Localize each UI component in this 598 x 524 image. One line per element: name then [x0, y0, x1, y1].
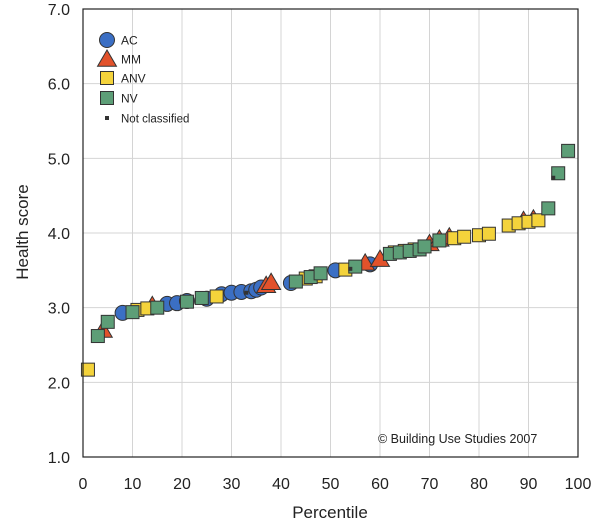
point-mm	[260, 272, 282, 290]
gridlines	[82, 8, 579, 458]
legend-item-anv: ANV	[100, 71, 146, 86]
y-tick-label: 7.0	[48, 2, 70, 19]
point-nv	[179, 294, 194, 309]
x-axis-title: Percentile	[292, 503, 368, 522]
y-tick-label: 2.0	[48, 375, 70, 392]
x-tick-label: 80	[470, 476, 488, 493]
legend-marker-mm	[96, 49, 118, 67]
series-nv	[90, 143, 576, 344]
point-nv	[150, 300, 165, 315]
legend-label-nv: NV	[121, 92, 138, 106]
point-anv	[481, 226, 496, 241]
point-nv	[194, 290, 209, 305]
legend-marker-not-classified	[105, 116, 109, 120]
point-anv	[80, 362, 95, 377]
x-tick-label: 60	[371, 476, 389, 493]
x-tick-labels: 0 10 20 30 40 50 60 70 80 90 100	[79, 476, 592, 493]
series-not-classified	[244, 175, 556, 295]
point-nv	[348, 259, 363, 274]
legend-marker-ac	[99, 32, 115, 48]
legend-label-mm: MM	[121, 53, 141, 67]
point-anv	[209, 289, 224, 304]
legend: AC MM ANV NV Not classified	[96, 32, 189, 126]
point-nv	[288, 274, 303, 289]
point-not-classified	[551, 175, 556, 180]
data-points	[80, 143, 576, 377]
legend-label-ac: AC	[121, 34, 138, 48]
x-tick-label: 70	[421, 476, 439, 493]
point-anv	[531, 213, 546, 228]
copyright-annotation: © Building Use Studies 2007	[378, 432, 537, 446]
point-nv	[541, 201, 556, 216]
point-anv	[457, 229, 472, 244]
y-tick-label: 6.0	[48, 77, 70, 94]
x-tick-label: 50	[322, 476, 340, 493]
point-nv	[432, 233, 447, 248]
legend-marker-nv	[100, 91, 114, 105]
x-tick-label: 100	[565, 476, 592, 493]
legend-item-ac: AC	[99, 32, 138, 48]
legend-marker-anv	[100, 71, 114, 85]
plot-frame	[82, 8, 579, 458]
x-tick-label: 10	[124, 476, 142, 493]
series-anv	[80, 213, 546, 377]
point-not-classified	[244, 290, 249, 295]
x-tick-label: 0	[79, 476, 88, 493]
y-tick-labels: 1.0 2.0 3.0 4.0 5.0 6.0 7.0	[48, 2, 70, 467]
legend-label-anv: ANV	[121, 72, 146, 86]
legend-item-nv: NV	[100, 91, 138, 106]
point-nv	[313, 266, 328, 281]
legend-item-not-classified: Not classified	[105, 114, 189, 126]
point-nv	[417, 239, 432, 254]
x-tick-label: 30	[223, 476, 241, 493]
point-nv	[90, 329, 105, 344]
legend-item-mm: MM	[96, 49, 141, 67]
y-tick-label: 1.0	[48, 450, 70, 467]
y-tick-label: 3.0	[48, 301, 70, 318]
y-tick-label: 4.0	[48, 226, 70, 243]
legend-label-not-classified: Not classified	[121, 114, 189, 126]
point-nv	[125, 305, 140, 320]
point-not-classified	[348, 266, 353, 271]
point-nv	[100, 314, 115, 329]
y-axis-title: Health score	[13, 184, 32, 279]
x-tick-label: 40	[272, 476, 290, 493]
x-tick-label: 90	[520, 476, 538, 493]
point-nv	[561, 143, 576, 158]
x-tick-label: 20	[173, 476, 191, 493]
y-tick-label: 5.0	[48, 151, 70, 168]
